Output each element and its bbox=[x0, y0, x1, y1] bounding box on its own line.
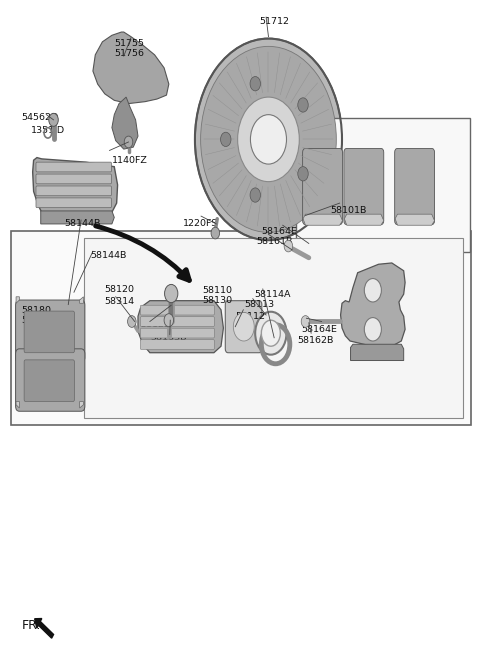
Polygon shape bbox=[303, 214, 342, 225]
FancyBboxPatch shape bbox=[84, 237, 463, 419]
FancyBboxPatch shape bbox=[225, 300, 262, 353]
Polygon shape bbox=[341, 263, 405, 348]
Text: 58314: 58314 bbox=[105, 297, 135, 306]
Polygon shape bbox=[344, 214, 384, 225]
FancyBboxPatch shape bbox=[296, 118, 470, 252]
Polygon shape bbox=[16, 401, 19, 408]
Circle shape bbox=[164, 314, 174, 327]
FancyBboxPatch shape bbox=[24, 360, 74, 401]
Circle shape bbox=[284, 240, 293, 252]
Text: 58101B: 58101B bbox=[330, 206, 367, 215]
Circle shape bbox=[301, 316, 310, 327]
Circle shape bbox=[128, 316, 136, 327]
FancyBboxPatch shape bbox=[344, 148, 384, 224]
Circle shape bbox=[250, 77, 261, 91]
Circle shape bbox=[165, 285, 178, 302]
Circle shape bbox=[49, 113, 58, 127]
FancyBboxPatch shape bbox=[15, 349, 85, 411]
Circle shape bbox=[233, 312, 254, 341]
Text: 58164E: 58164E bbox=[301, 325, 337, 334]
Text: 58163B: 58163B bbox=[150, 333, 186, 342]
Text: FR.: FR. bbox=[22, 619, 41, 632]
Circle shape bbox=[201, 47, 336, 232]
Text: 58144B: 58144B bbox=[64, 218, 101, 228]
FancyBboxPatch shape bbox=[140, 340, 215, 350]
Text: 1220FS: 1220FS bbox=[183, 218, 218, 228]
Polygon shape bbox=[80, 401, 84, 408]
Text: 58113: 58113 bbox=[245, 300, 275, 309]
FancyBboxPatch shape bbox=[24, 311, 74, 353]
Circle shape bbox=[250, 188, 261, 202]
Text: 58120: 58120 bbox=[105, 285, 135, 294]
Circle shape bbox=[364, 318, 382, 341]
Circle shape bbox=[251, 115, 287, 164]
Text: 54562D: 54562D bbox=[22, 113, 59, 123]
Text: 1351JD: 1351JD bbox=[31, 127, 65, 135]
Text: 51755
51756: 51755 51756 bbox=[114, 39, 144, 58]
FancyBboxPatch shape bbox=[140, 317, 215, 327]
Polygon shape bbox=[80, 297, 84, 303]
Text: 58144B: 58144B bbox=[91, 251, 127, 260]
Polygon shape bbox=[350, 344, 404, 361]
FancyBboxPatch shape bbox=[36, 162, 111, 172]
FancyBboxPatch shape bbox=[12, 231, 470, 425]
Text: 58125: 58125 bbox=[140, 320, 170, 329]
Circle shape bbox=[298, 98, 308, 112]
Text: 58110
58130: 58110 58130 bbox=[202, 286, 232, 305]
FancyBboxPatch shape bbox=[140, 328, 215, 338]
Circle shape bbox=[195, 39, 342, 240]
Text: 58161B: 58161B bbox=[257, 237, 293, 246]
Polygon shape bbox=[16, 297, 19, 303]
Text: 51712: 51712 bbox=[259, 17, 289, 26]
Circle shape bbox=[124, 136, 133, 148]
FancyBboxPatch shape bbox=[140, 305, 215, 315]
Polygon shape bbox=[33, 157, 118, 216]
Polygon shape bbox=[41, 211, 114, 224]
Text: 58162B: 58162B bbox=[297, 336, 333, 345]
Text: 58164E: 58164E bbox=[261, 226, 297, 236]
FancyBboxPatch shape bbox=[36, 186, 111, 195]
Circle shape bbox=[255, 312, 287, 355]
Circle shape bbox=[261, 320, 280, 346]
Circle shape bbox=[220, 133, 231, 146]
Circle shape bbox=[364, 279, 382, 302]
Polygon shape bbox=[138, 300, 223, 353]
Polygon shape bbox=[93, 32, 169, 104]
Polygon shape bbox=[395, 214, 434, 225]
Circle shape bbox=[298, 167, 308, 181]
FancyBboxPatch shape bbox=[302, 148, 342, 224]
Text: 58180
58181: 58180 58181 bbox=[22, 306, 52, 325]
Text: 58112: 58112 bbox=[235, 312, 265, 321]
Circle shape bbox=[238, 97, 300, 182]
FancyArrow shape bbox=[35, 619, 54, 638]
FancyBboxPatch shape bbox=[15, 300, 85, 363]
FancyBboxPatch shape bbox=[36, 198, 111, 208]
Text: 58114A: 58114A bbox=[254, 290, 291, 299]
Polygon shape bbox=[112, 97, 138, 149]
FancyBboxPatch shape bbox=[36, 174, 111, 184]
Circle shape bbox=[211, 227, 219, 239]
FancyBboxPatch shape bbox=[395, 148, 434, 224]
Text: 1140FZ: 1140FZ bbox=[112, 155, 148, 165]
